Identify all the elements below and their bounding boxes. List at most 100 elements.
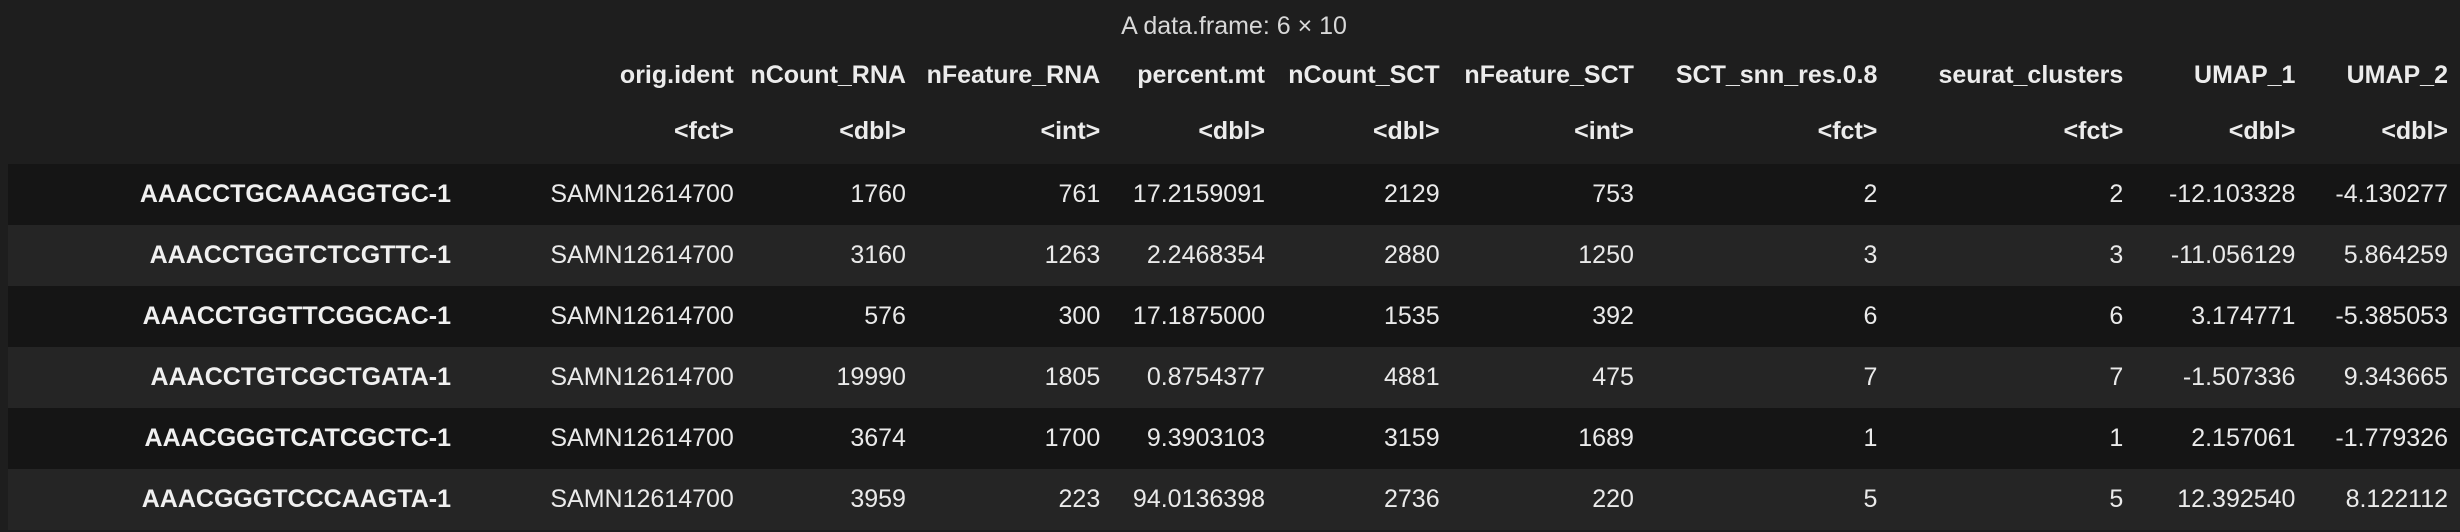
column-header: UMAP_1 xyxy=(2194,60,2296,89)
column-header: nFeature_SCT xyxy=(1464,60,1634,89)
table-cell: 3959 xyxy=(850,485,906,513)
table-cell: 3 xyxy=(1863,241,1878,269)
table-cell: 17.1875000 xyxy=(1132,302,1266,330)
table-cell: 5 xyxy=(1863,485,1878,513)
row-name: AAACGGGTCATCGCTC-1 xyxy=(144,424,451,452)
table-cell: 0.8754377 xyxy=(1146,363,1266,391)
column-names-row: orig.ident nCount_RNA nFeature_RNA percent.… xyxy=(8,52,2460,98)
table-body: AAACCTGCAAAGGTGC-1 SAMN12614700 1760 761 17.… xyxy=(8,164,2460,530)
table-cell: -1.507336 xyxy=(2182,363,2296,391)
table-cell: SAMN12614700 xyxy=(550,302,734,330)
table-cell: 1 xyxy=(1863,424,1878,452)
table-cell: 4881 xyxy=(1384,363,1440,391)
table-row: AAACGGGTCATCGCTC-1 SAMN12614700 3674 1700 9.… xyxy=(8,408,2460,469)
table-row: AAACCTGTCGCTGATA-1 SAMN12614700 19990 1805 0… xyxy=(8,347,2460,408)
table-cell: -4.130277 xyxy=(2335,180,2448,208)
table-cell: 12.392540 xyxy=(2177,485,2296,513)
table-cell: 1689 xyxy=(1578,424,1634,452)
row-name: AAACCTGTCGCTGATA-1 xyxy=(150,363,451,391)
table-cell: 475 xyxy=(1592,363,1634,391)
column-type: <fct> xyxy=(674,116,734,145)
table-cell: -12.103328 xyxy=(2168,180,2296,208)
table-cell: 2.157061 xyxy=(2191,424,2296,452)
column-header: seurat_clusters xyxy=(1938,60,2124,89)
table-cell: -5.385053 xyxy=(2335,302,2448,330)
column-header: percent.mt xyxy=(1137,60,1266,89)
table-cell: 5.864259 xyxy=(2343,241,2448,269)
table-cell: 2.2468354 xyxy=(1146,241,1266,269)
table-cell: 1250 xyxy=(1578,241,1634,269)
table-cell: -1.779326 xyxy=(2335,424,2448,452)
table-row: AAACGGGTCCCAAGTA-1 SAMN12614700 3959 223 94.… xyxy=(8,469,2460,530)
row-name: AAACCTGGTCTCGTTC-1 xyxy=(149,241,451,269)
table-cell: 17.2159091 xyxy=(1132,180,1266,208)
table-cell: 220 xyxy=(1592,485,1634,513)
table-cell: 9.3903103 xyxy=(1146,424,1266,452)
table-cell: 2 xyxy=(2109,180,2124,208)
column-header: orig.ident xyxy=(619,60,734,89)
table-cell: 1700 xyxy=(1044,424,1101,452)
column-type: <dbl> xyxy=(2381,116,2448,145)
column-type: <dbl> xyxy=(1198,116,1266,145)
table-cell: 753 xyxy=(1592,180,1634,208)
table-cell: 3.174771 xyxy=(2191,302,2296,330)
column-type: <int> xyxy=(1040,116,1101,145)
table-cell: 300 xyxy=(1058,302,1101,330)
table-cell: 9.343665 xyxy=(2343,363,2448,391)
table-cell: SAMN12614700 xyxy=(550,485,734,513)
table-cell: 223 xyxy=(1058,485,1101,513)
table-cell: 1535 xyxy=(1384,302,1440,330)
data-table: orig.ident nCount_RNA nFeature_RNA percent.… xyxy=(8,52,2460,530)
table-cell: 2129 xyxy=(1384,180,1440,208)
table-row: AAACCTGCAAAGGTGC-1 SAMN12614700 1760 761 17.… xyxy=(8,164,2460,225)
table-caption: A data.frame: 6 × 10 xyxy=(1121,12,1347,40)
table-cell: 94.0136398 xyxy=(1132,485,1266,513)
row-name: AAACCTGGTTCGGCAC-1 xyxy=(142,302,451,330)
column-type: <dbl> xyxy=(2228,116,2296,145)
column-type: <dbl> xyxy=(1372,116,1440,145)
column-type: <int> xyxy=(1574,116,1634,145)
table-cell: 2736 xyxy=(1384,485,1440,513)
column-header: nFeature_RNA xyxy=(926,60,1101,89)
table-cell: 6 xyxy=(1863,302,1878,330)
table-cell: 761 xyxy=(1058,180,1101,208)
row-name: AAACGGGTCCCAAGTA-1 xyxy=(141,485,451,513)
column-header: SCT_snn_res.0.8 xyxy=(1675,60,1878,89)
table-cell: -11.056129 xyxy=(2170,241,2296,269)
rowname-header xyxy=(8,52,463,98)
table-cell: 2 xyxy=(1863,180,1878,208)
table-row: AAACCTGGTTCGGCAC-1 SAMN12614700 576 300 17.1… xyxy=(8,286,2460,347)
table-cell: SAMN12614700 xyxy=(550,180,734,208)
column-type: <fct> xyxy=(1817,116,1878,145)
table-cell: 1805 xyxy=(1044,363,1101,391)
table-cell: SAMN12614700 xyxy=(550,241,734,269)
rowname-type xyxy=(8,98,463,164)
column-header: nCount_SCT xyxy=(1288,60,1440,89)
table-cell: 1760 xyxy=(850,180,906,208)
table-cell: 1 xyxy=(2109,424,2124,452)
table-cell: 3674 xyxy=(850,424,906,452)
table-cell: 7 xyxy=(2109,363,2124,391)
column-type: <fct> xyxy=(2063,116,2124,145)
table-cell: SAMN12614700 xyxy=(550,424,734,452)
column-header: nCount_RNA xyxy=(750,60,906,89)
column-header: UMAP_2 xyxy=(2346,60,2448,89)
table-cell: 3160 xyxy=(850,241,906,269)
table-cell: 1263 xyxy=(1044,241,1101,269)
table-header: orig.ident nCount_RNA nFeature_RNA percent.… xyxy=(8,52,2460,164)
table-cell: 3159 xyxy=(1384,424,1440,452)
table-cell: SAMN12614700 xyxy=(550,363,734,391)
column-types-row: <fct> <dbl> <int> <dbl> <dbl> <int> <fct> <fct>… xyxy=(8,98,2460,164)
table-cell: 6 xyxy=(2109,302,2124,330)
row-name: AAACCTGCAAAGGTGC-1 xyxy=(139,180,451,208)
column-type: <dbl> xyxy=(839,116,906,145)
table-cell: 19990 xyxy=(836,363,906,391)
table-cell: 8.122112 xyxy=(2345,485,2448,513)
table-cell: 5 xyxy=(2109,485,2124,513)
table-cell: 2880 xyxy=(1384,241,1440,269)
table-cell: 392 xyxy=(1592,302,1634,330)
table-cell: 576 xyxy=(864,302,906,330)
table-cell: 3 xyxy=(2109,241,2124,269)
table-row: AAACCTGGTCTCGTTC-1 SAMN12614700 3160 1263 2.… xyxy=(8,225,2460,286)
